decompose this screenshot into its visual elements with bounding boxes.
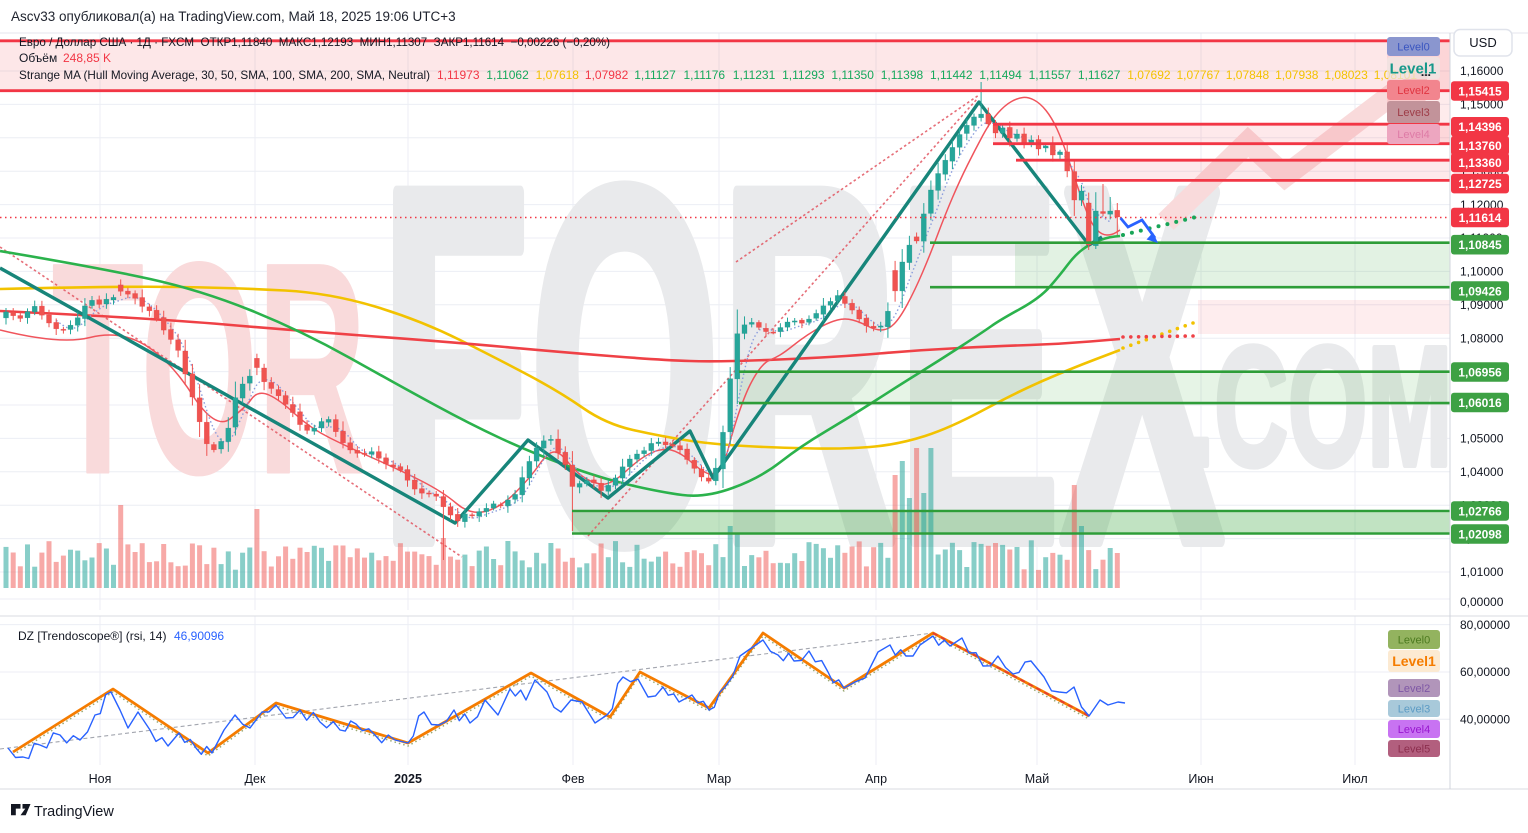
svg-text:1,07982: 1,07982 [585,68,629,82]
svg-text:1,13760: 1,13760 [1458,139,1502,153]
svg-text:1,11494: 1,11494 [979,68,1022,82]
svg-text:60,00000: 60,00000 [1460,665,1510,679]
svg-text:1,05000: 1,05000 [1460,432,1504,446]
svg-text:1,07618: 1,07618 [536,68,580,82]
svg-text:248,85 K: 248,85 K [63,51,111,65]
svg-text:Евро / Доллар США · 1Д · FXCM: Евро / Доллар США · 1Д · FXCM ОТКР1,1184… [19,35,610,49]
svg-text:1,06016: 1,06016 [1458,396,1502,410]
svg-text:1,11231: 1,11231 [733,68,776,82]
svg-text:Май: Май [1025,772,1050,786]
svg-text:1,08000: 1,08000 [1460,331,1504,345]
svg-text:Апр: Апр [865,772,887,786]
svg-text:0,00000: 0,00000 [1460,595,1504,609]
svg-text:2025: 2025 [394,772,422,786]
svg-text:Level2: Level2 [1397,85,1429,97]
svg-text:Level1: Level1 [1392,653,1436,669]
svg-text:.COM: .COM [1186,311,1452,501]
svg-text:1,11350: 1,11350 [831,68,874,82]
svg-text:1,11293: 1,11293 [782,68,825,82]
svg-text:Level3: Level3 [1398,704,1430,716]
svg-text:Ascv33 опубликовал(а) на Tradi: Ascv33 опубликовал(а) на TradingView.com… [11,9,456,24]
svg-text:1,11973: 1,11973 [437,68,480,82]
svg-text:1,02098: 1,02098 [1458,527,1502,541]
svg-text:TradingView: TradingView [34,804,114,820]
svg-text:Level1: Level1 [1390,60,1437,77]
svg-text:46,90096: 46,90096 [174,629,224,643]
svg-text:Объём: Объём [19,51,57,65]
svg-text:Июн: Июн [1188,772,1213,786]
svg-text:1,01000: 1,01000 [1460,565,1504,579]
svg-text:Июл: Июл [1342,772,1367,786]
svg-text:USD: USD [1469,35,1496,50]
svg-text:80,00000: 80,00000 [1460,618,1510,632]
svg-text:Strange MA (Hull Moving Averag: Strange MA (Hull Moving Average, 30, 50,… [19,68,430,82]
svg-text:1,11062: 1,11062 [486,68,529,82]
svg-text:1,07938: 1,07938 [1275,68,1319,82]
svg-text:1,11398: 1,11398 [881,68,924,82]
svg-text:Level0: Level0 [1397,42,1429,54]
svg-text:Level4: Level4 [1397,129,1429,141]
svg-text:Level5: Level5 [1398,744,1430,756]
svg-text:...: ... [1421,65,1431,79]
svg-text:1,14396: 1,14396 [1458,120,1502,134]
svg-text:TOR: TOR [52,201,366,536]
svg-text:40,00000: 40,00000 [1460,713,1510,727]
svg-text:1,12725: 1,12725 [1458,177,1502,191]
svg-text:1,13360: 1,13360 [1458,156,1502,170]
svg-text:Ноя: Ноя [89,772,112,786]
svg-text:Level2: Level2 [1398,683,1430,695]
svg-text:1,07848: 1,07848 [1226,68,1270,82]
svg-text:1,02766: 1,02766 [1458,504,1502,518]
svg-text:1,08023: 1,08023 [1324,68,1368,82]
svg-text:1,16000: 1,16000 [1460,64,1504,78]
svg-text:1,11176: 1,11176 [684,68,726,82]
svg-text:Дек: Дек [245,772,266,786]
svg-text:1,11614: 1,11614 [1459,211,1502,225]
svg-text:1,15415: 1,15415 [1458,84,1502,98]
svg-text:Фев: Фев [561,772,584,786]
svg-text:1,11557: 1,11557 [1029,68,1072,82]
svg-text:1,06956: 1,06956 [1458,365,1502,379]
svg-text:1,07692: 1,07692 [1127,68,1171,82]
svg-text:1,11127: 1,11127 [634,68,676,82]
svg-text:1,15000: 1,15000 [1460,98,1504,112]
svg-text:DZ [Trendoscope®] (rsi, 14): DZ [Trendoscope®] (rsi, 14) [18,629,166,643]
svg-text:1,07767: 1,07767 [1177,68,1221,82]
svg-text:1,11627: 1,11627 [1078,68,1121,82]
svg-text:1,11442: 1,11442 [930,68,973,82]
svg-text:1,09000: 1,09000 [1460,298,1504,312]
svg-text:Мар: Мар [707,772,732,786]
svg-text:1,04000: 1,04000 [1460,465,1504,479]
svg-text:1,10000: 1,10000 [1460,265,1504,279]
svg-text:1,09426: 1,09426 [1458,284,1502,298]
svg-text:Level3: Level3 [1397,107,1429,119]
svg-text:Level4: Level4 [1398,724,1430,736]
svg-text:1,10845: 1,10845 [1458,238,1502,252]
svg-text:Level0: Level0 [1398,635,1430,647]
